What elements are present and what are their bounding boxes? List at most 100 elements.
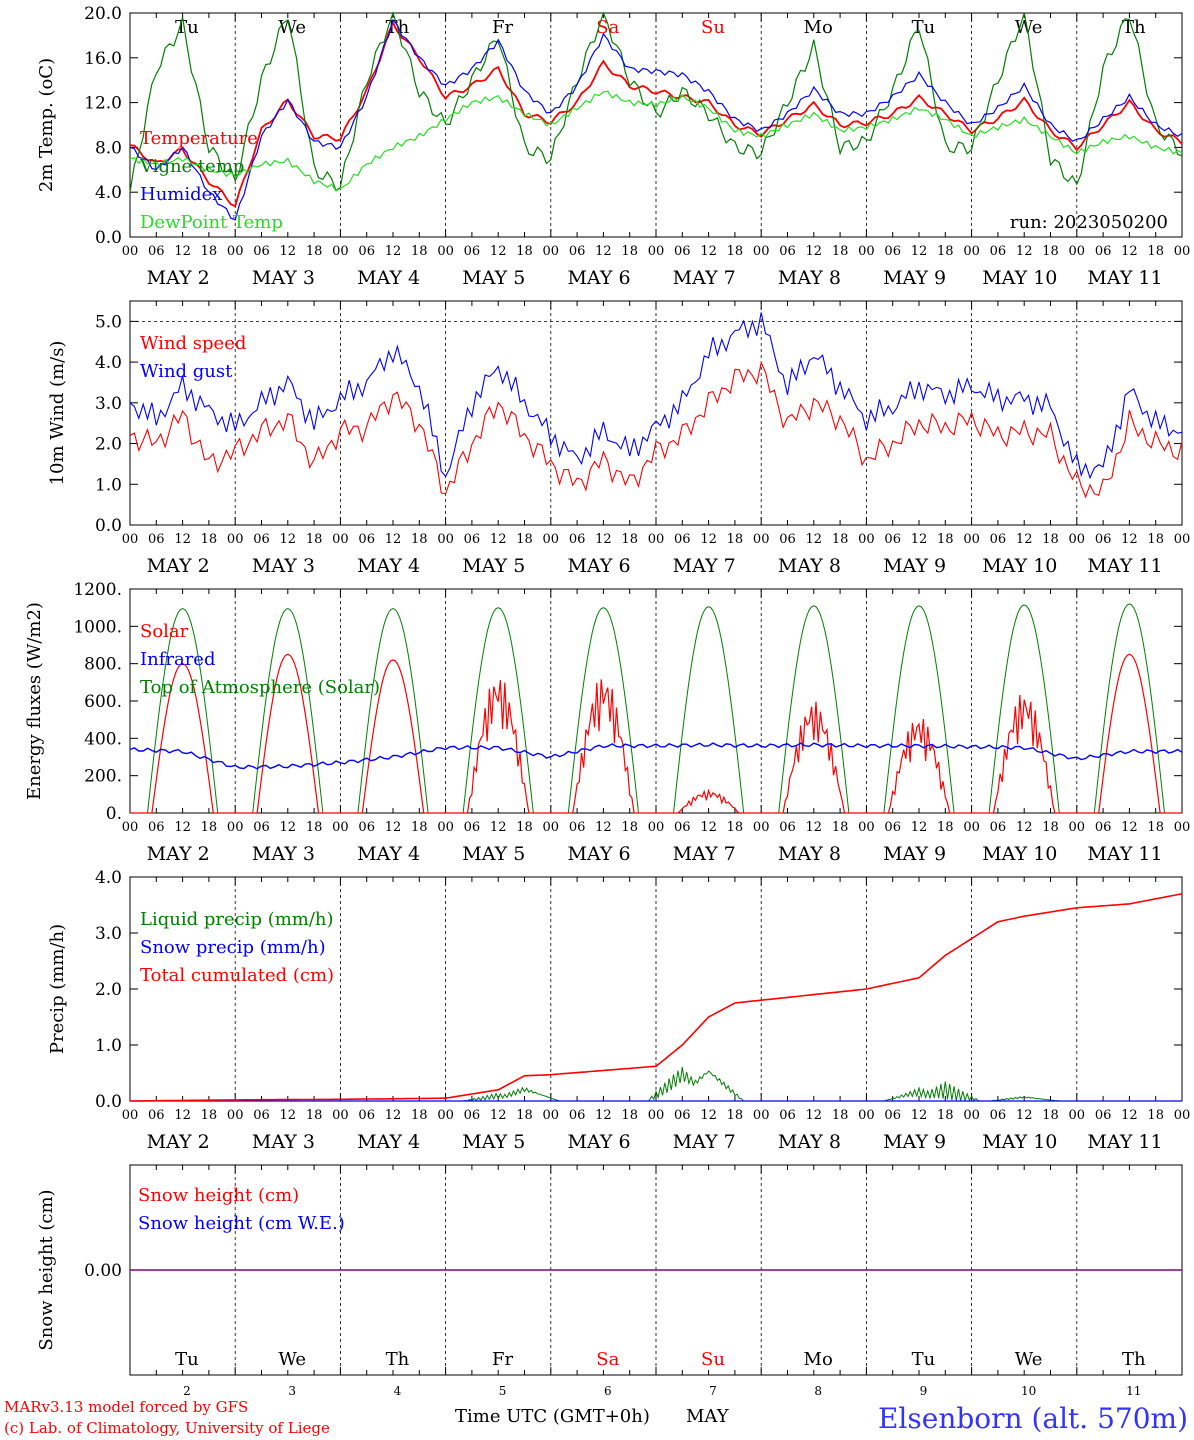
hour-tick-label: 06 xyxy=(1095,532,1112,547)
y-tick-label: 4.0 xyxy=(95,353,122,373)
date-label: MAY 10 xyxy=(982,843,1057,865)
hour-tick-label: 00 xyxy=(1174,532,1191,547)
hour-tick-label: 18 xyxy=(621,244,638,259)
hour-tick-label: 00 xyxy=(963,532,980,547)
y-axis-title: Snow height (cm) xyxy=(36,1189,57,1350)
y-tick-label: 600. xyxy=(84,692,122,712)
legend-entry: Wind speed xyxy=(140,333,246,354)
hour-tick-label: 12 xyxy=(700,244,717,259)
hour-tick-label: 06 xyxy=(674,1108,691,1123)
hour-tick-label: 18 xyxy=(1042,244,1059,259)
date-number-label: 9 xyxy=(920,1384,928,1398)
hour-tick-label: 18 xyxy=(727,532,744,547)
hour-tick-label: 18 xyxy=(832,532,849,547)
date-number-label: 6 xyxy=(604,1384,612,1398)
hour-tick-label: 06 xyxy=(1095,1108,1112,1123)
hour-tick-label: 00 xyxy=(1174,244,1191,259)
date-label: MAY 6 xyxy=(567,843,630,865)
hour-tick-label: 06 xyxy=(674,532,691,547)
hour-tick-label: 18 xyxy=(306,532,323,547)
date-number-label: 3 xyxy=(288,1384,296,1398)
hour-tick-label: 00 xyxy=(543,532,560,547)
hour-tick-label: 06 xyxy=(569,820,586,835)
hour-tick-label: 00 xyxy=(122,820,139,835)
hour-tick-label: 18 xyxy=(516,820,533,835)
hour-tick-label: 00 xyxy=(648,820,665,835)
hour-tick-label: 12 xyxy=(174,244,191,259)
hour-tick-label: 12 xyxy=(595,820,612,835)
date-label: MAY 8 xyxy=(778,1131,841,1153)
y-tick-label: 200. xyxy=(84,767,122,787)
hour-tick-label: 18 xyxy=(516,244,533,259)
x-axis-month: MAY xyxy=(686,1406,730,1427)
panel-2: 00 06 12 18 MAY 2 00 06 12 18 MAY 3 00 06 12 18 MAY 4 0… xyxy=(47,300,1191,577)
y-tick-label: 0.00 xyxy=(84,1261,122,1281)
hour-tick-label: 12 xyxy=(806,532,823,547)
hour-tick-label: 18 xyxy=(621,532,638,547)
date-label: MAY 10 xyxy=(982,555,1057,577)
date-label: MAY 9 xyxy=(883,843,946,865)
hour-tick-label: 00 xyxy=(858,244,875,259)
date-label: MAY 3 xyxy=(252,555,315,577)
date-label: MAY 6 xyxy=(567,555,630,577)
y-tick-label: 4.0 xyxy=(95,868,122,888)
hour-tick-label: 00 xyxy=(648,532,665,547)
hour-tick-label: 00 xyxy=(753,1108,770,1123)
hour-tick-label: 12 xyxy=(1121,244,1138,259)
date-label: MAY 6 xyxy=(567,1131,630,1153)
date-label: MAY 7 xyxy=(673,555,736,577)
hour-tick-label: 06 xyxy=(1095,820,1112,835)
hour-tick-label: 12 xyxy=(1016,244,1033,259)
hour-tick-label: 06 xyxy=(358,1108,375,1123)
hour-tick-label: 18 xyxy=(306,244,323,259)
date-label: MAY 8 xyxy=(778,267,841,289)
hour-tick-label: 00 xyxy=(648,1108,665,1123)
weekday-label: We xyxy=(278,17,306,38)
hour-tick-label: 00 xyxy=(437,532,454,547)
hour-tick-label: 00 xyxy=(543,244,560,259)
hour-tick-label: 18 xyxy=(621,1108,638,1123)
hour-tick-label: 06 xyxy=(464,1108,481,1123)
hour-tick-label: 00 xyxy=(753,820,770,835)
hour-tick-label: 06 xyxy=(779,532,796,547)
hour-tick-label: 00 xyxy=(437,820,454,835)
date-label: MAY 11 xyxy=(1087,843,1162,865)
hour-tick-label: 06 xyxy=(148,244,165,259)
y-axis-title: 10m Wind (m/s) xyxy=(47,341,68,486)
hour-tick-label: 12 xyxy=(280,244,297,259)
hour-tick-label: 18 xyxy=(201,532,218,547)
date-number-label: 5 xyxy=(499,1384,507,1398)
weekday-label: Sa xyxy=(596,1349,619,1370)
weekday-label: Mo xyxy=(804,1349,833,1370)
hour-tick-label: 06 xyxy=(990,1108,1007,1123)
hour-tick-label: 06 xyxy=(990,532,1007,547)
hour-tick-label: 12 xyxy=(911,820,928,835)
legend-entry: Snow height (cm) xyxy=(138,1185,299,1206)
date-number-label: 7 xyxy=(709,1384,717,1398)
hour-tick-label: 00 xyxy=(1069,532,1086,547)
date-label: MAY 11 xyxy=(1087,555,1162,577)
weekday-label: Su xyxy=(701,1349,725,1370)
date-label: MAY 4 xyxy=(357,267,420,289)
weekday-label: Tu xyxy=(175,1349,199,1370)
date-label: MAY 11 xyxy=(1087,1131,1162,1153)
y-tick-label: 0.0 xyxy=(95,516,122,536)
date-label: MAY 11 xyxy=(1087,267,1162,289)
date-number-label: 8 xyxy=(814,1384,822,1398)
hour-tick-label: 06 xyxy=(253,820,270,835)
hour-tick-label: 12 xyxy=(1121,820,1138,835)
panel-5: 0.00 Snow height (cm) Snow height (cm) Snow… xyxy=(36,1164,1183,1398)
hour-tick-label: 06 xyxy=(148,1108,165,1123)
hour-tick-label: 12 xyxy=(1121,1108,1138,1123)
hour-tick-label: 00 xyxy=(122,532,139,547)
hour-tick-label: 18 xyxy=(1147,532,1164,547)
hour-tick-label: 06 xyxy=(1095,244,1112,259)
panel-4: 00 06 12 18 MAY 2 00 06 12 18 MAY 3 00 06 12 18 MAY 4 0… xyxy=(47,868,1190,1153)
hour-tick-label: 00 xyxy=(543,1108,560,1123)
y-tick-label: 0.0 xyxy=(95,228,122,248)
weekday-label: Th xyxy=(1122,1349,1146,1370)
hour-tick-label: 12 xyxy=(385,1108,402,1123)
weekday-label: Tu xyxy=(912,1349,936,1370)
hour-tick-label: 06 xyxy=(148,820,165,835)
